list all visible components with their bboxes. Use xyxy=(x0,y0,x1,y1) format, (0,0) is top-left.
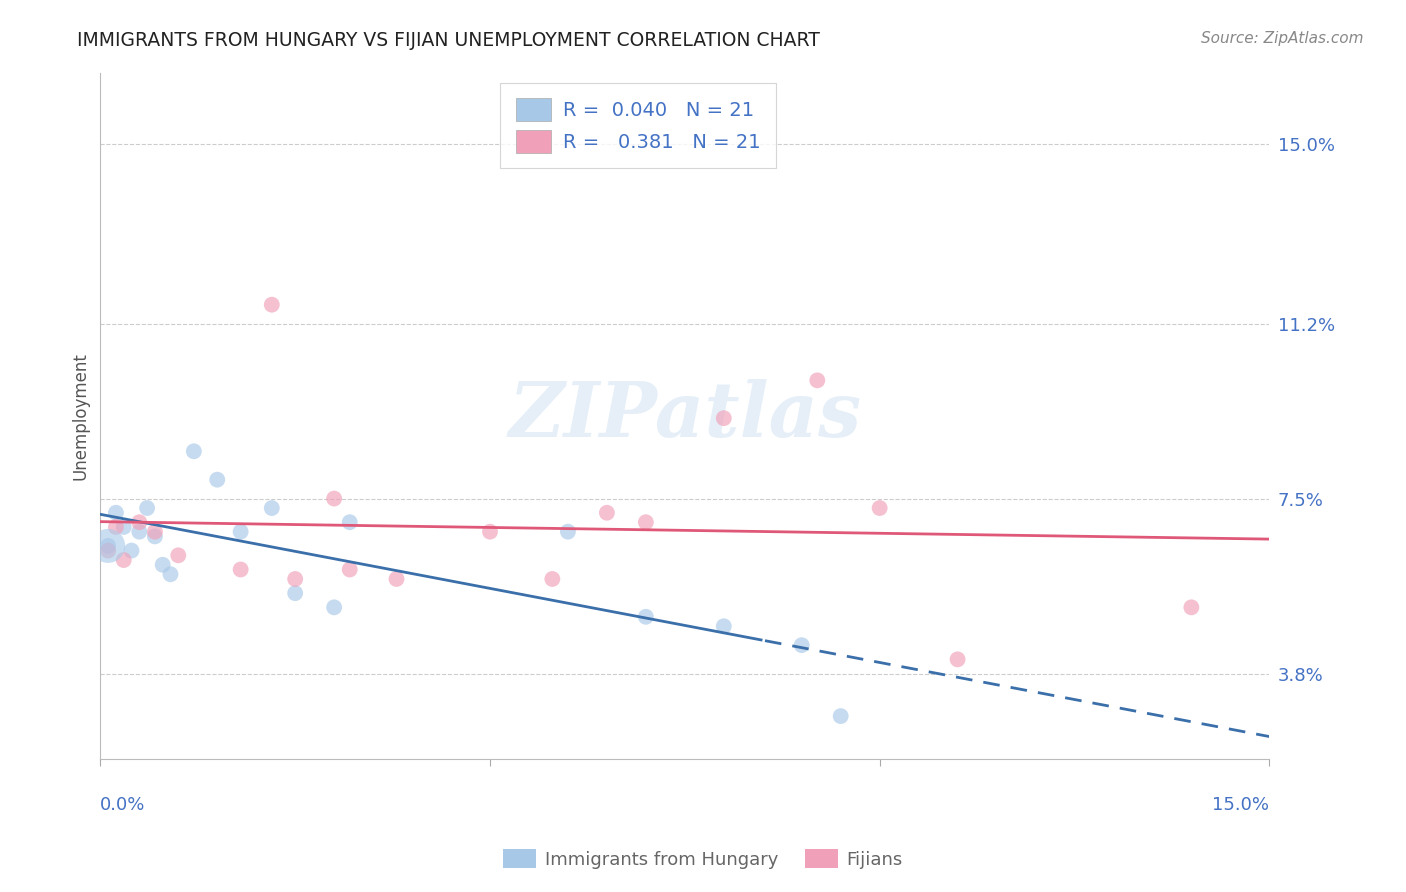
Point xyxy=(557,524,579,539)
Text: 0.0%: 0.0% xyxy=(100,797,146,814)
Point xyxy=(229,562,252,576)
Point xyxy=(323,600,346,615)
Point xyxy=(104,506,127,520)
Point xyxy=(97,543,120,558)
Legend: Immigrants from Hungary, Fijians: Immigrants from Hungary, Fijians xyxy=(496,842,910,876)
Point xyxy=(260,501,283,516)
Point xyxy=(167,549,190,563)
Point xyxy=(183,444,205,458)
Point xyxy=(112,520,135,534)
Point xyxy=(136,501,159,516)
Text: Source: ZipAtlas.com: Source: ZipAtlas.com xyxy=(1201,31,1364,46)
Point xyxy=(143,524,166,539)
Point xyxy=(128,515,150,529)
Point xyxy=(790,638,813,652)
Point xyxy=(869,501,891,516)
Point xyxy=(143,529,166,543)
Point xyxy=(339,562,361,576)
Point xyxy=(634,609,657,624)
Point xyxy=(634,515,657,529)
Point xyxy=(1180,600,1202,615)
Point xyxy=(830,709,852,723)
Point xyxy=(260,298,283,312)
Point xyxy=(323,491,346,506)
Y-axis label: Unemployment: Unemployment xyxy=(72,351,89,480)
Point xyxy=(541,572,564,586)
Point xyxy=(112,553,135,567)
Point xyxy=(128,524,150,539)
Point xyxy=(152,558,174,572)
Point xyxy=(121,543,143,558)
Point xyxy=(385,572,408,586)
Point xyxy=(713,619,735,633)
Text: 15.0%: 15.0% xyxy=(1212,797,1270,814)
Point xyxy=(207,473,229,487)
Point xyxy=(97,539,120,553)
Point xyxy=(946,652,969,666)
Point xyxy=(596,506,619,520)
Point xyxy=(104,520,127,534)
Text: IMMIGRANTS FROM HUNGARY VS FIJIAN UNEMPLOYMENT CORRELATION CHART: IMMIGRANTS FROM HUNGARY VS FIJIAN UNEMPL… xyxy=(77,31,820,50)
Point xyxy=(284,586,307,600)
Point xyxy=(159,567,181,582)
Point xyxy=(97,539,120,553)
Point xyxy=(479,524,502,539)
Point xyxy=(339,515,361,529)
Legend: R =  0.040   N = 21, R =   0.381   N = 21: R = 0.040 N = 21, R = 0.381 N = 21 xyxy=(501,83,776,169)
Point xyxy=(713,411,735,425)
Point xyxy=(229,524,252,539)
Point xyxy=(806,373,828,387)
Point xyxy=(284,572,307,586)
Text: ZIPatlas: ZIPatlas xyxy=(508,379,862,453)
